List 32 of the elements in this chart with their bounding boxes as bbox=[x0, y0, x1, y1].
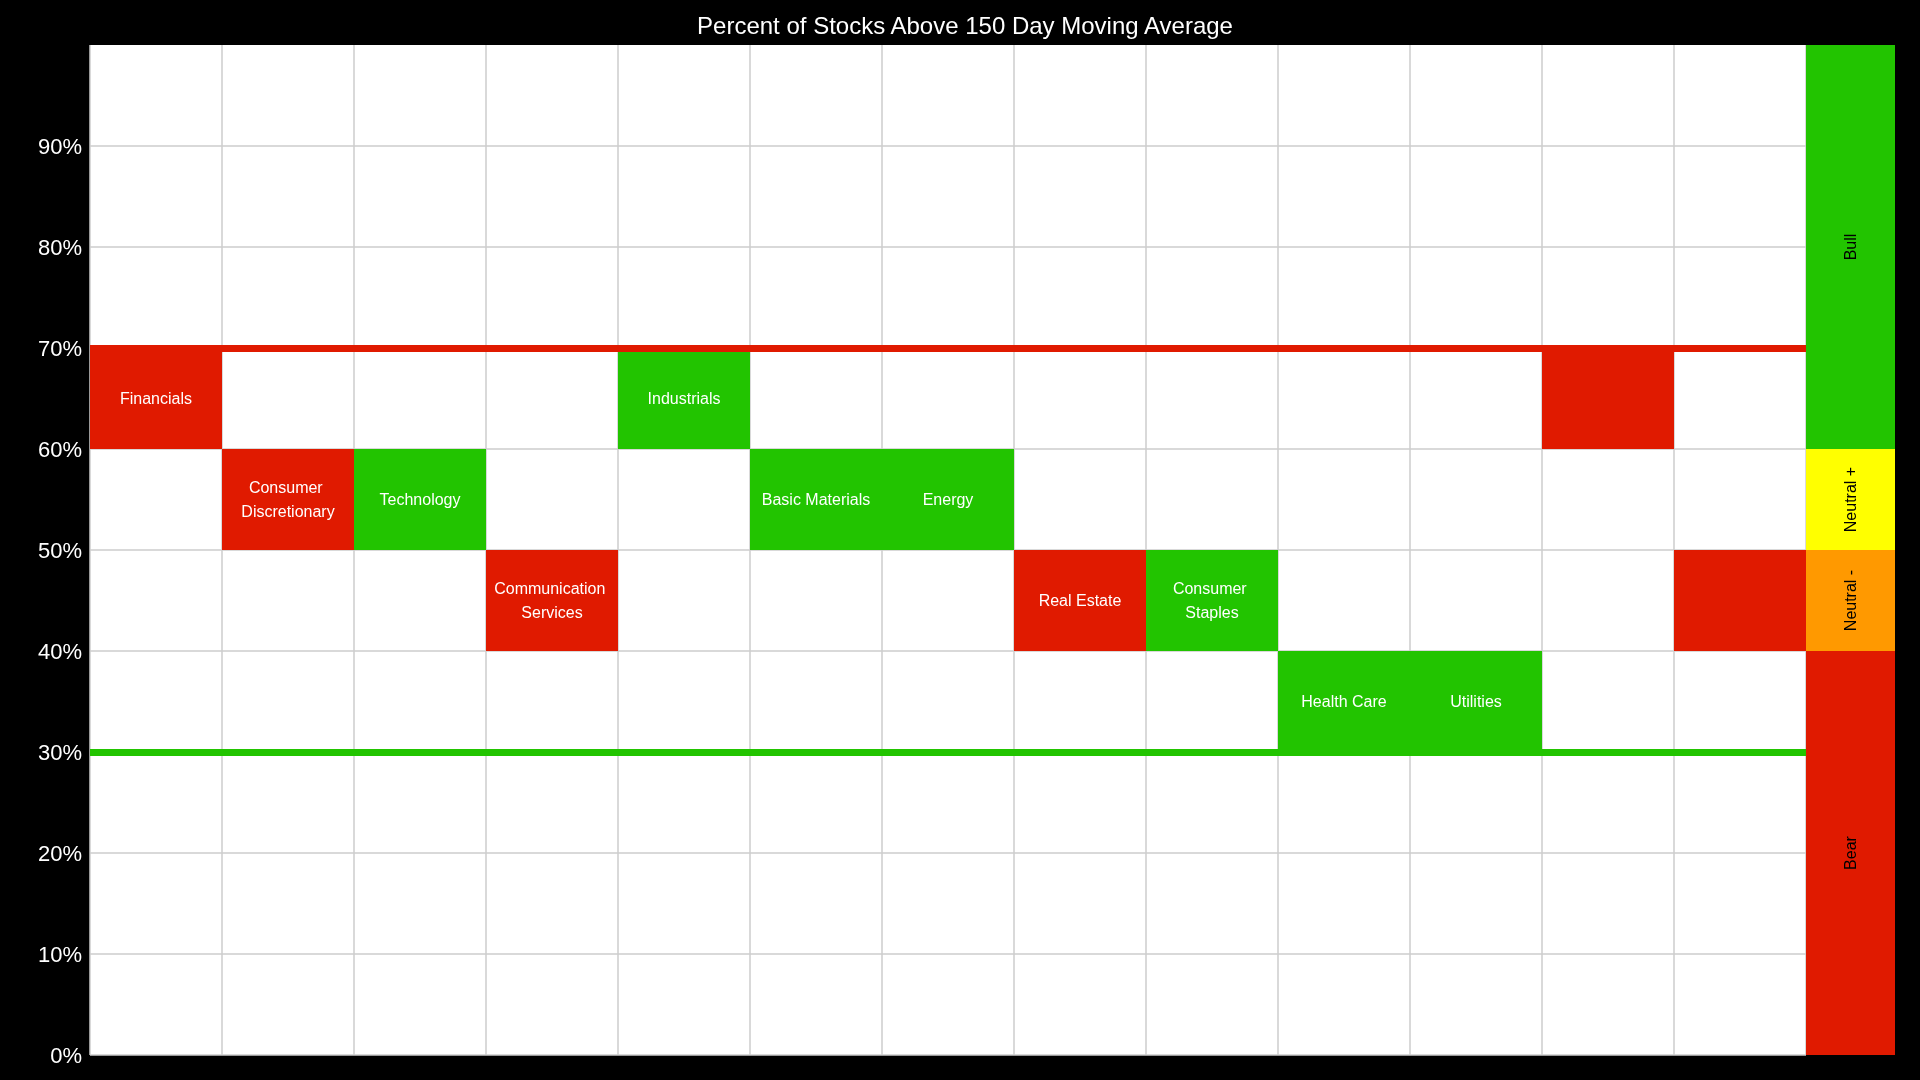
y-tick-label: 90% bbox=[37, 133, 82, 159]
series-label: Neutral + bbox=[1842, 466, 1859, 533]
y-tick-label: 40% bbox=[37, 638, 82, 664]
data-label: Communication Services bbox=[494, 580, 610, 621]
bar bbox=[222, 449, 354, 550]
y-tick-label: 70% bbox=[37, 335, 82, 361]
data-label: Energy bbox=[922, 491, 974, 508]
y-tick-label: 10% bbox=[37, 941, 82, 967]
series-label: Bull bbox=[1842, 233, 1859, 261]
data-label: Technology bbox=[379, 491, 461, 508]
bar bbox=[1014, 550, 1146, 651]
bar bbox=[1146, 550, 1278, 651]
series-label: Bear bbox=[1842, 835, 1859, 870]
data-label: Real Estate bbox=[1038, 592, 1122, 609]
bar bbox=[354, 449, 486, 550]
data-label: Utilities bbox=[1450, 693, 1502, 710]
chart-title: Percent of Stocks Above 150 Day Moving Average bbox=[697, 11, 1233, 39]
data-label: Basic Materials bbox=[761, 491, 871, 508]
y-tick-label: 80% bbox=[37, 234, 82, 260]
data-label: Consumer Discretionary bbox=[241, 479, 335, 520]
series-label: Neutral - bbox=[1842, 569, 1859, 632]
data-label: Health Care bbox=[1301, 693, 1387, 710]
data-label: Industrials bbox=[647, 390, 721, 407]
bar bbox=[1806, 449, 1895, 550]
y-tick-label: 20% bbox=[37, 840, 82, 866]
bar bbox=[486, 550, 618, 651]
data-label: Financials bbox=[119, 390, 193, 407]
data-label: Consumer Staples bbox=[1172, 580, 1252, 621]
y-tick-label: 30% bbox=[37, 739, 82, 765]
y-tick-label: 50% bbox=[37, 537, 82, 563]
y-tick-label: 0% bbox=[50, 1042, 82, 1068]
y-tick-label: 60% bbox=[37, 436, 82, 462]
